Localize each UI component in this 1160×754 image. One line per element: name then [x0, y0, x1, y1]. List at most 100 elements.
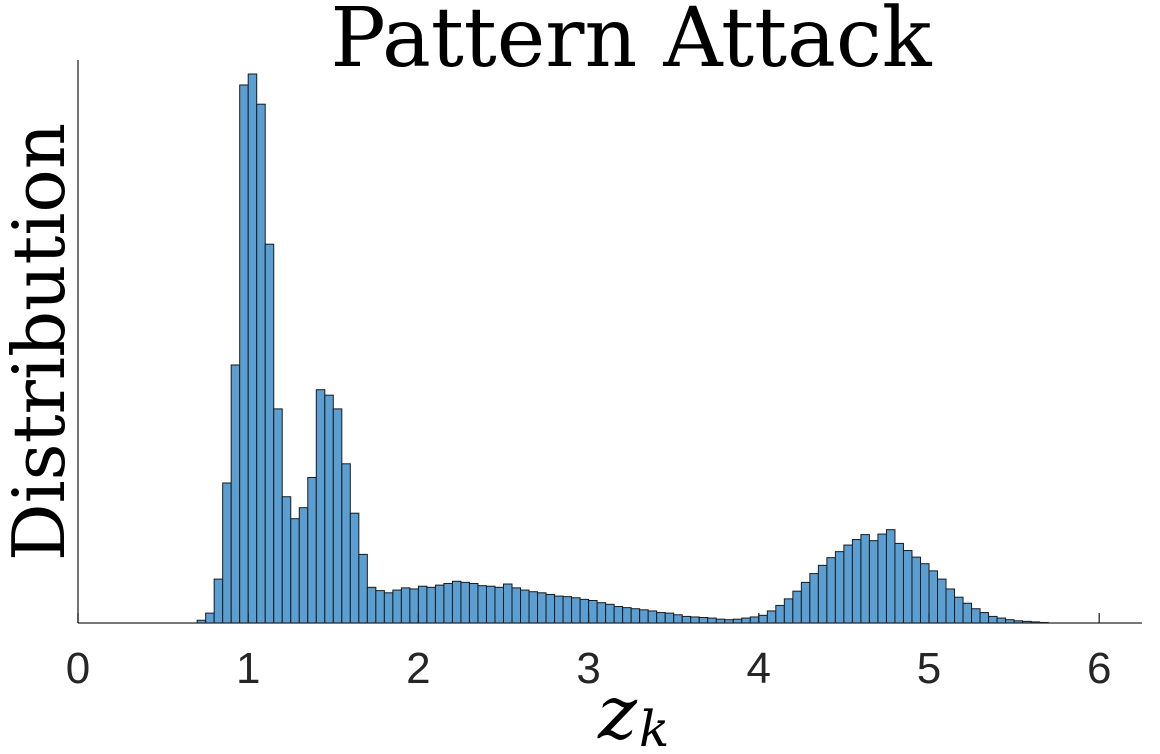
histogram-bar — [775, 604, 785, 624]
x-axis-label-main: z — [597, 670, 638, 754]
histogram-bar — [366, 586, 377, 624]
histogram-bar — [349, 512, 360, 624]
histogram-bar — [400, 587, 411, 624]
histogram-bar — [375, 590, 385, 624]
histogram-bar — [383, 592, 394, 624]
histogram-bar — [622, 607, 632, 624]
histogram-bar — [894, 542, 904, 624]
histogram-bar — [298, 507, 309, 624]
histogram-bar — [290, 518, 300, 624]
histogram-bar — [205, 612, 215, 624]
histogram-bar — [503, 583, 513, 624]
histogram-bar — [520, 589, 530, 624]
histogram-bar — [426, 586, 436, 624]
x-tick-label: 4 — [747, 644, 771, 693]
histogram-bar — [911, 556, 921, 624]
histogram-bar — [749, 616, 760, 624]
histogram-bar — [579, 598, 590, 624]
histogram-bar — [868, 540, 879, 624]
histogram-bars — [196, 73, 1049, 624]
x-tick-label: 6 — [1087, 644, 1111, 693]
histogram-bar — [741, 617, 751, 624]
histogram-bar — [792, 590, 802, 624]
histogram-bar — [860, 534, 870, 624]
histogram-bar — [230, 364, 241, 624]
histogram-bar — [707, 617, 717, 624]
histogram-bar — [902, 550, 913, 624]
x-tick-label: 5 — [917, 644, 941, 693]
histogram-bar — [239, 84, 249, 624]
histogram-bar — [554, 595, 564, 624]
histogram-bar — [664, 612, 675, 624]
histogram-bar — [971, 608, 981, 624]
histogram-bar — [222, 482, 232, 624]
histogram-bar — [962, 602, 973, 624]
histogram-bar — [485, 585, 496, 624]
histogram-bar — [537, 592, 547, 624]
histogram-bar — [605, 603, 615, 624]
y-axis-label: Distribution — [0, 123, 81, 561]
histogram-bar — [588, 599, 598, 624]
chart-title: Pattern Attack — [330, 0, 932, 86]
histogram-bar — [758, 614, 768, 624]
histogram-bar — [919, 563, 930, 624]
histogram-bar — [528, 591, 539, 624]
histogram-bar — [639, 609, 649, 624]
histogram-bar — [834, 551, 845, 624]
histogram-bar — [341, 463, 351, 624]
x-tick-label: 1 — [236, 644, 260, 693]
histogram-bar — [988, 615, 998, 624]
histogram-bar — [494, 586, 504, 624]
histogram-bar — [392, 589, 402, 624]
histogram-bar — [247, 73, 258, 624]
histogram-bar — [885, 529, 896, 624]
histogram-bar — [613, 606, 624, 624]
histogram-bar — [256, 103, 266, 624]
histogram-bar — [979, 612, 990, 624]
histogram-bar — [332, 408, 343, 624]
x-axis-label-subscript: k — [639, 700, 669, 754]
histogram-bar — [443, 582, 453, 624]
histogram-bar — [800, 581, 811, 624]
x-axis-label: zk — [597, 670, 669, 754]
histogram-bar — [656, 612, 666, 624]
histogram-bar — [843, 544, 853, 624]
histogram-bar — [281, 496, 292, 624]
histogram-bar — [766, 610, 777, 624]
histogram-bar — [468, 582, 479, 624]
x-axis-ticks: 0 1 2 3 4 5 6 — [66, 613, 1111, 693]
histogram-bar — [417, 585, 428, 624]
histogram-bar — [315, 389, 326, 624]
histogram-bar — [954, 596, 964, 624]
histogram-bar — [545, 593, 556, 624]
histogram-bar — [409, 588, 419, 624]
histogram-bar — [877, 533, 887, 624]
histogram-bar — [571, 597, 581, 624]
histogram-bar — [562, 596, 573, 624]
histogram-bar — [673, 614, 683, 624]
histogram-bar — [273, 408, 283, 624]
histogram-bar — [477, 585, 487, 624]
histogram-bar — [460, 581, 470, 624]
histogram-bar — [937, 578, 947, 624]
histogram-bar — [809, 573, 819, 624]
x-tick-label: 0 — [66, 644, 90, 693]
histogram-bar — [817, 564, 828, 624]
histogram-bar — [826, 557, 836, 624]
histogram-bar — [928, 570, 939, 624]
histogram-bar — [511, 587, 522, 624]
histogram-bar — [358, 553, 368, 624]
histogram-bar — [451, 580, 462, 624]
histogram-bar — [851, 539, 862, 624]
histogram-bar — [945, 588, 956, 624]
histogram-bar — [596, 602, 607, 624]
histogram-bar — [324, 394, 334, 624]
histogram-bar — [698, 617, 709, 624]
histogram-bar — [690, 616, 700, 624]
histogram-bar — [264, 243, 275, 624]
histogram-bar — [213, 578, 224, 624]
x-tick-label: 3 — [576, 644, 600, 693]
histogram-bar — [630, 608, 641, 624]
histogram-bar — [996, 617, 1007, 624]
